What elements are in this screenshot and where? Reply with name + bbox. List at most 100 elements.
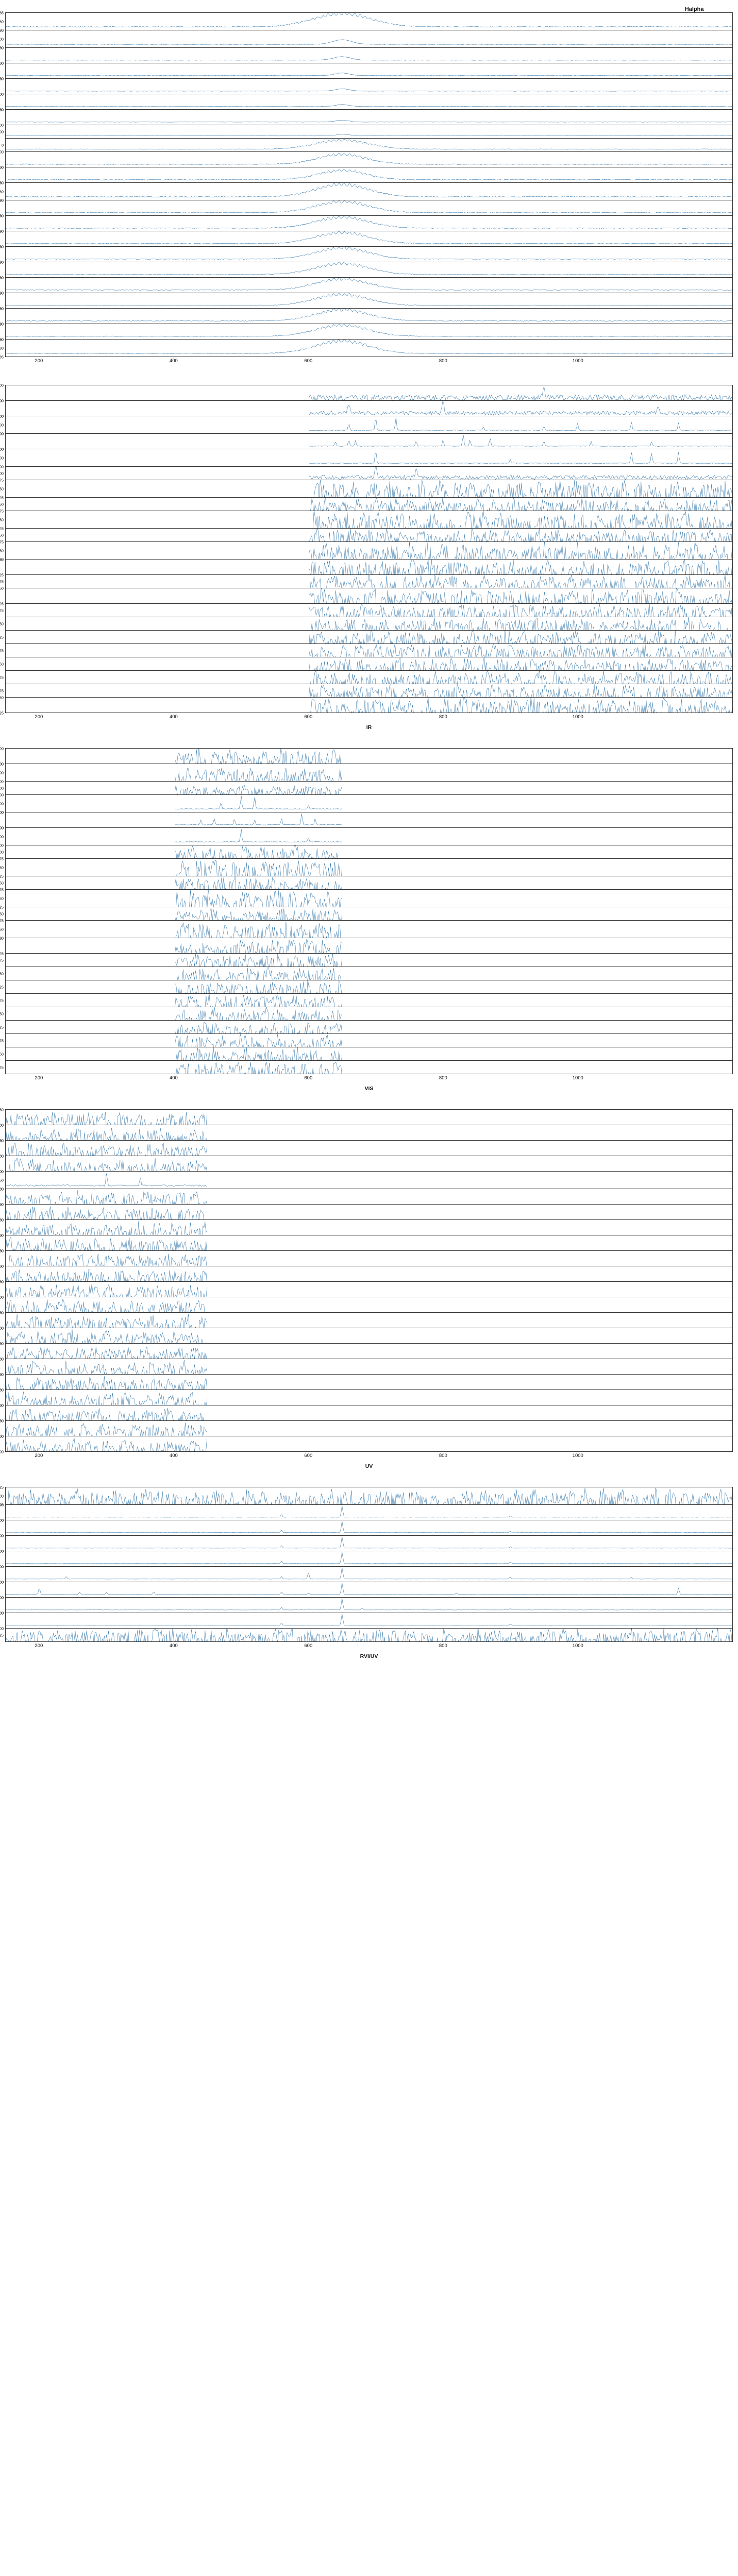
y-axis-tick-label: 475 (0, 857, 4, 861)
panel-row: 190180 (6, 216, 732, 231)
panel-row: 11501100 (6, 1405, 732, 1421)
panel-row: 1500 1000 500 (6, 795, 732, 812)
y-axis-tick-label: 180 (0, 190, 4, 194)
panel-row: 500250 (6, 167, 732, 183)
panel-row: 1000500 (6, 749, 732, 764)
spectrum-trace-line (175, 922, 342, 938)
spectrum-trace-svg (6, 1313, 732, 1328)
spectrum-trace-line (6, 1284, 207, 1297)
panel-row: 190180 (6, 309, 732, 324)
panel-row: 11501100 (6, 1205, 732, 1220)
x-axis-tick-label: 200 (35, 1453, 43, 1459)
y-axis-tick-label: 625 (0, 1633, 4, 1638)
y-axis-tick-label: 450 (0, 518, 4, 522)
y-axis-tick-label: 500 (0, 92, 4, 97)
spectrum-trace-line (175, 908, 342, 920)
panel-row: 190180185 (6, 183, 732, 200)
panel-row: 425 (6, 631, 732, 644)
y-axis-tick-label: 190 (0, 198, 4, 203)
panel-row: 11501100 (6, 1297, 732, 1313)
y-axis-tick-label: 475 (0, 888, 4, 892)
panel-row: 500 (6, 467, 732, 480)
y-axis-tick-label: 425 (0, 952, 4, 956)
y-axis-tick-label: 1150 (0, 1202, 4, 1207)
x-axis-tick-label: 800 (439, 1075, 447, 1081)
y-axis-tick-label: 1000 (0, 108, 4, 112)
spectrum-trace-line (175, 939, 342, 953)
spectrum-trace-svg (6, 1266, 732, 1281)
y-axis-tick-label: 450 (0, 912, 4, 917)
spectrum-trace-line (309, 575, 732, 588)
y-axis-tick-label: 450 (0, 487, 4, 492)
y-axis-tick-label: 600 (0, 399, 4, 403)
spectrum-trace-svg (6, 1297, 732, 1312)
y-axis-tick-label: 425 (0, 1065, 4, 1070)
spectrum-trace-svg (6, 671, 732, 684)
panel-row: 425 (6, 1021, 732, 1034)
y-axis-tick-label: 1150 (0, 1264, 4, 1269)
y-axis-tick-label: 1150 (0, 1295, 4, 1300)
panel-row: 500250 (6, 94, 732, 110)
spectrum-trace-line (175, 1007, 342, 1020)
x-axis-tick-label: 200 (35, 1643, 43, 1649)
spectrum-trace-line (309, 684, 732, 697)
panel-row: 475 (6, 1034, 732, 1047)
y-axis-tick-label: 650 (0, 1139, 4, 1143)
panel-row: 500250 (6, 79, 732, 94)
y-axis-tick-label: 1150 (0, 1388, 4, 1393)
y-axis-tick-label: 190 (0, 245, 4, 249)
spectrum-trace-svg (6, 921, 732, 938)
panel-row: 475450425 (6, 511, 732, 529)
spectrum-trace-svg (6, 1034, 732, 1047)
y-axis-tick-label: 2000 (0, 810, 4, 815)
y-axis-tick-label: 650 (0, 1178, 4, 1183)
spectrum-trace-svg (6, 1047, 732, 1060)
y-axis-tick-label: 425 (0, 496, 4, 500)
x-axis-tick-label: 200 (35, 358, 43, 364)
spectrum-trace-svg (6, 247, 732, 262)
y-axis-tick-label: 1150 (0, 1372, 4, 1377)
panel-row: 500250 (6, 152, 732, 167)
panel-row: 190180 (6, 200, 732, 216)
spectrum-trace-svg (6, 309, 732, 324)
spectrum-trace-line (6, 309, 732, 321)
spectrum-trace-line (6, 231, 732, 244)
spectrum-trace-line (6, 1299, 207, 1312)
spectrum-trace-svg (6, 48, 732, 63)
x-axis-tick-label: 1000 (573, 714, 583, 720)
panel-row: 11501100 (6, 1313, 732, 1328)
panel-row: 600 (6, 782, 732, 795)
spectrum-trace-svg (6, 859, 732, 876)
spectrum-trace-line (6, 1423, 207, 1436)
spectrum-trace-line (175, 814, 342, 825)
spectrum-trace-svg (6, 1189, 732, 1204)
spectrum-trace-svg (6, 1220, 732, 1235)
y-axis-tick-label: 450 (0, 1012, 4, 1016)
panel-row: 190180 (6, 324, 732, 340)
spectrum-trace-svg (6, 644, 732, 657)
spectrum-trace-svg (6, 63, 732, 78)
chart-page: Halpha1851801757505002505002505002505002… (0, 0, 738, 2576)
y-axis-tick-label: 475 (0, 998, 4, 1003)
y-axis-tick-label: 4000 (0, 1518, 4, 1523)
spectrum-trace-svg (6, 1613, 732, 1628)
spectrum-trace-svg (6, 1172, 732, 1189)
spectrum-trace-line (6, 1158, 207, 1171)
spectrum-trace-svg (6, 94, 732, 109)
y-axis-tick-label: 450 (0, 1052, 4, 1057)
spectrum-trace-svg (6, 1567, 732, 1582)
spectrum-trace-svg (6, 1487, 732, 1504)
y-axis-tick-label: 190 (0, 337, 4, 342)
spectrum-trace-svg (6, 1390, 732, 1405)
panel-row: 11501100 (6, 1189, 732, 1205)
spectrum-trace-svg (6, 480, 732, 497)
x-axis-row-halpha: 200 400 600 800 1000 (5, 357, 733, 367)
panel-row: 190180 (6, 278, 732, 293)
spectrum-trace-line (175, 1062, 342, 1074)
spectrum-trace-svg (6, 1141, 732, 1156)
spectrum-trace-svg (6, 1021, 732, 1033)
y-axis-tick-label: 650 (0, 1154, 4, 1159)
blocks-container: Halpha1851801757505002505002505002505002… (0, 4, 738, 1675)
x-axis-row-uv: 200 400 600 800 1000 (5, 1452, 733, 1462)
spectrum-trace-svg (6, 1328, 732, 1343)
